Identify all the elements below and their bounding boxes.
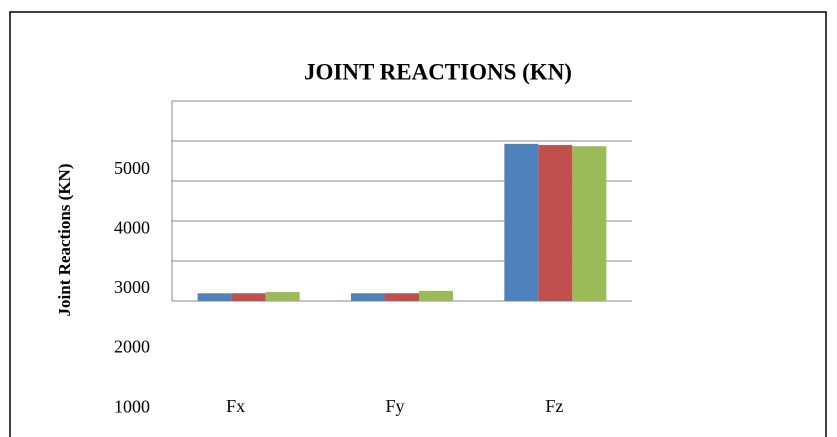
x-tick-label: Fz bbox=[545, 396, 563, 416]
bar bbox=[265, 292, 300, 301]
y-tick-label: 3000 bbox=[114, 277, 150, 297]
bar bbox=[504, 143, 539, 301]
chart-title: JOINT REACTIONS (KN) bbox=[304, 59, 572, 84]
bar bbox=[385, 293, 419, 301]
bar bbox=[351, 293, 385, 301]
y-tick-label: 4000 bbox=[114, 218, 150, 238]
y-tick-label: 1000 bbox=[114, 396, 150, 416]
bar bbox=[419, 290, 453, 301]
y-axis-label: Joint Reactions (KN) bbox=[55, 164, 74, 317]
bar bbox=[572, 146, 607, 301]
y-tick-label: 5000 bbox=[114, 158, 150, 178]
x-tick-label: Fy bbox=[385, 396, 404, 416]
chart-border bbox=[9, 11, 827, 437]
bar bbox=[231, 293, 266, 301]
bar bbox=[538, 145, 573, 301]
x-tick-label: Fx bbox=[226, 396, 245, 416]
y-tick-label: 2000 bbox=[114, 337, 150, 357]
bar bbox=[197, 293, 232, 301]
